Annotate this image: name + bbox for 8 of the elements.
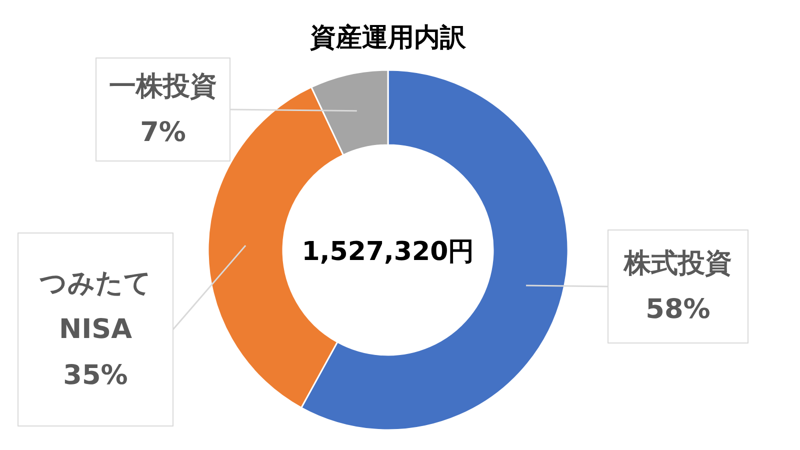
data-label: 35% <box>63 358 128 392</box>
text: 1,527,320円 <box>302 237 474 267</box>
chart-title: 資産運用内訳 <box>309 23 467 53</box>
data-label: 7% <box>140 116 186 150</box>
slice-label: つみたてNISA <box>38 266 152 346</box>
slice-label: 一株投資 <box>108 70 218 104</box>
slice-label: 株式投資 <box>622 246 733 280</box>
data-label: 58% <box>646 292 710 326</box>
